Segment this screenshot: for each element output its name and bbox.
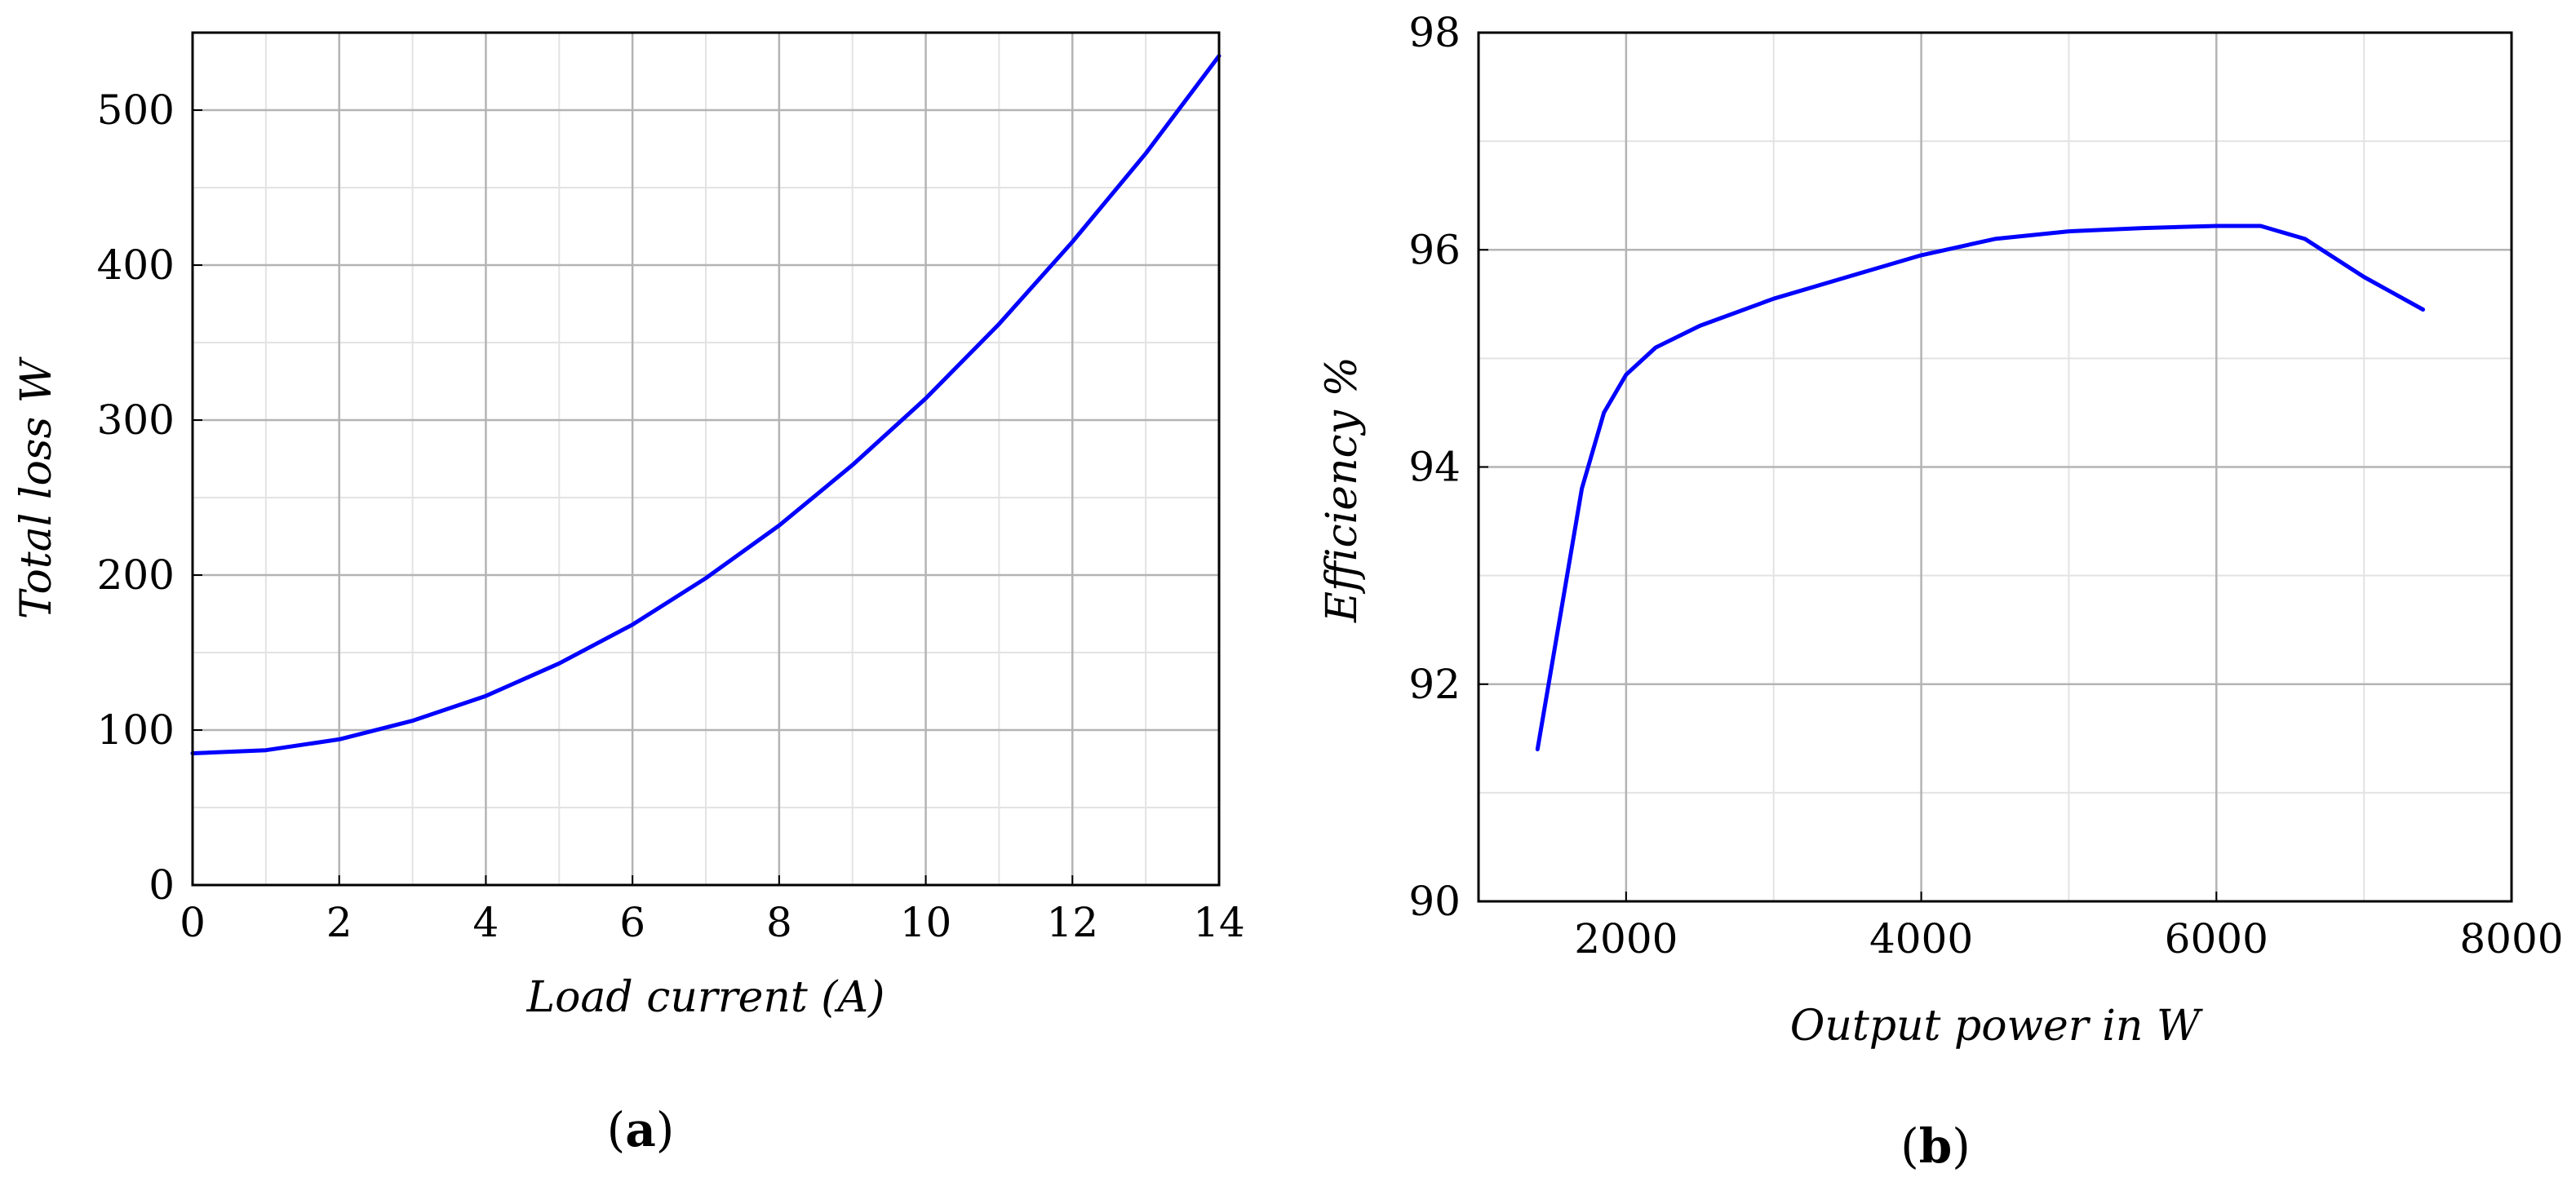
- x-axis-label: Load current (A): [526, 973, 885, 1022]
- data-point: [1559, 618, 1560, 619]
- y-tick-label: 200: [97, 551, 175, 599]
- y-tick-label: 0: [149, 861, 175, 909]
- data-point: [485, 696, 486, 697]
- data-point: [2260, 225, 2261, 226]
- x-tick-label: 0: [180, 899, 206, 946]
- data-point: [2304, 238, 2305, 239]
- y-axis-label: Total loss W: [12, 356, 61, 619]
- y-tick-label: 100: [97, 706, 175, 754]
- y-tick-label: 94: [1408, 444, 1461, 491]
- x-tick-label: 8: [766, 899, 792, 946]
- data-point: [2068, 231, 2069, 232]
- data-point: [1603, 412, 1604, 413]
- data-point: [999, 324, 1000, 325]
- data-point: [559, 663, 560, 664]
- x-tick-label: 6000: [2165, 915, 2268, 963]
- x-tick-label: 4000: [1869, 915, 1973, 963]
- x-tick-label: 4: [473, 899, 499, 946]
- chart-panel-a: 0 2 4 6 8 10 12 14 0 100 200 300 400 500 Load current …: [12, 31, 1245, 1157]
- data-point: [1537, 749, 1538, 750]
- data-point: [1072, 241, 1073, 242]
- x-tick-label: 2: [326, 899, 352, 946]
- chart-panel-b: 2000 4000 6000 8000 90 92 94 96 98 Output power i…: [1318, 9, 2564, 1174]
- data-point: [412, 720, 413, 721]
- x-tick-label: 6: [619, 899, 645, 946]
- data-point: [1995, 238, 1996, 239]
- data-point: [2216, 225, 2217, 226]
- data-point: [778, 525, 779, 526]
- plot-area-frame: [191, 31, 1221, 887]
- y-tick-label: 400: [97, 241, 175, 289]
- x-axis-label: Output power in W: [1790, 1002, 2203, 1051]
- x-tick-label: 2000: [1574, 915, 1678, 963]
- y-tick-label: 92: [1408, 661, 1461, 708]
- x-tick-label: 12: [1046, 899, 1098, 946]
- x-tick-label: 8000: [2459, 915, 2563, 963]
- series-line: [190, 54, 1221, 755]
- series-line: [1535, 224, 2425, 752]
- data-point: [1921, 254, 1922, 255]
- data-point: [1625, 374, 1626, 375]
- panel-label: (b): [1900, 1118, 1971, 1174]
- y-axis-label: Efficiency %: [1318, 356, 1367, 623]
- x-tick-label: 14: [1193, 899, 1245, 946]
- y-tick-label: 98: [1408, 9, 1461, 56]
- data-point: [852, 465, 853, 466]
- y-tick-label: 96: [1408, 226, 1461, 273]
- data-point: [925, 398, 926, 399]
- panel-label: (a): [607, 1102, 675, 1157]
- x-tick-label: 10: [900, 899, 952, 946]
- y-tick-label: 500: [97, 86, 175, 134]
- y-tick-label: 300: [97, 396, 175, 444]
- data-point: [632, 624, 633, 625]
- y-tick-label: 90: [1408, 878, 1461, 925]
